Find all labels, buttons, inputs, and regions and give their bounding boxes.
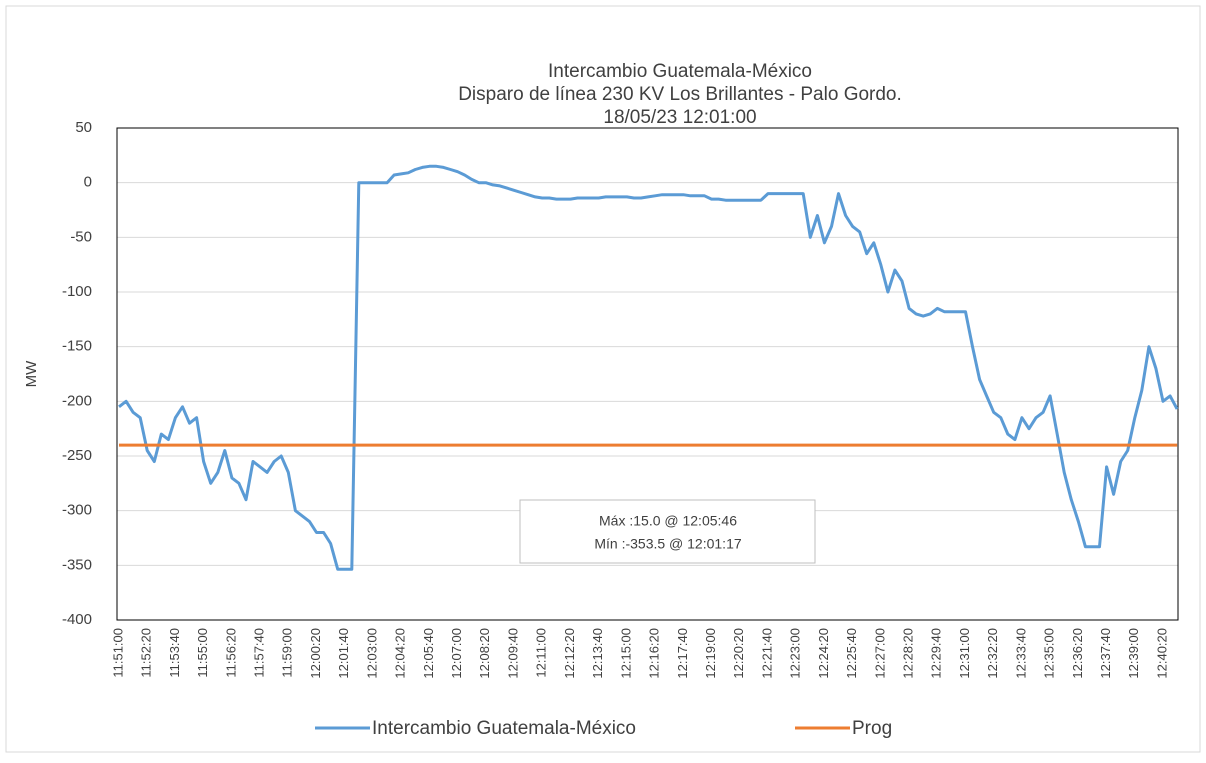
x-tick-label: 12:33:40 [1013,628,1028,679]
x-tick-label: 11:52:20 [139,628,154,678]
x-tick-label: 12:05:40 [421,628,436,679]
x-tick-label: 12:24:20 [816,628,831,679]
plot [118,164,1179,571]
annotation-box [519,499,816,564]
x-tick-label: 12:13:40 [590,628,605,679]
x-tick-label: 12:28:20 [900,628,915,679]
x-tick-label: 12:29:40 [929,628,944,679]
x-tick-label: 12:00:20 [308,628,323,679]
x-tick-label: 12:03:00 [364,628,379,679]
x-tick-label: 12:39:00 [1126,628,1141,679]
x-tick-label: 12:04:20 [393,628,408,679]
x-tick-label: 11:59:00 [280,628,295,678]
y-tick-label: -250 [62,447,92,464]
x-tick-label: 12:32:20 [985,628,1000,679]
x-tick-label: 12:37:40 [1098,628,1113,679]
x-tick-label: 11:56:20 [223,628,238,678]
x-tick-label: 12:40:20 [1154,628,1169,679]
x-tick-label: 11:55:00 [195,628,210,678]
x-tick-label: 12:12:20 [562,628,577,679]
chart-border [5,5,1201,753]
x-tick-label: 12:16:20 [647,628,662,679]
x-tick-label: 12:21:40 [759,628,774,679]
x-tick-label: 12:36:20 [1070,628,1085,679]
x-tick-label: 11:57:40 [252,628,267,678]
x-tick-label: 12:31:00 [957,628,972,679]
y-tick-label: -350 [62,556,92,573]
chart-title: Intercambio Guatemala-México [548,61,812,82]
y-tick-label: -50 [70,228,92,245]
y-tick-label: 0 [84,174,92,191]
y-tick-label: -100 [62,283,92,300]
grid: -400 -350 -300 -250 -200 -150 -100 -50 0 50 11:51:… [62,119,1179,679]
legend: Intercambio Guatemala-México Prog [315,718,892,739]
plot-frame [116,127,1179,621]
x-tick-label: 12:25:40 [844,628,859,679]
x-tick-label: 12:07:00 [449,628,464,679]
legend-label: Prog [852,718,892,739]
legend-label: Intercambio Guatemala-México [372,718,636,739]
x-tick-label: 11:53:40 [167,628,182,678]
x-tick-label: 12:27:00 [872,628,887,679]
x-tick-label: 12:09:40 [505,628,520,679]
chart-subtitle: 18/05/23 12:01:00 [603,107,756,128]
x-tick-label: 12:20:20 [731,628,746,679]
annotation: Mín :-353.5 @ 12:01:17 [594,536,742,552]
x-tick-label: 12:01:40 [336,628,351,679]
x-tick-label: 12:11:00 [534,628,549,678]
x-tick-label: 12:17:40 [675,628,690,679]
x-tick-label: 11:51:00 [110,628,125,678]
y-axis-label: MW [23,360,40,387]
chart-subtitle: Disparo de línea 230 KV Los Brillantes -… [458,84,902,105]
x-tick-label: 12:19:00 [703,628,718,679]
series-line [118,164,1179,571]
y-tick-label: -400 [62,611,92,628]
x-tick-label: 12:08:20 [477,628,492,679]
x-tick-label: 12:23:00 [788,628,803,679]
y-tick-label: -300 [62,502,92,519]
annotation: Máx :15.0 @ 12:05:46 [599,513,737,529]
y-tick-label: -150 [62,338,92,355]
y-tick-label: 50 [75,119,92,136]
x-tick-label: 12:15:00 [618,628,633,679]
x-tick-label: 12:35:00 [1042,628,1057,679]
y-tick-label: -200 [62,392,92,409]
